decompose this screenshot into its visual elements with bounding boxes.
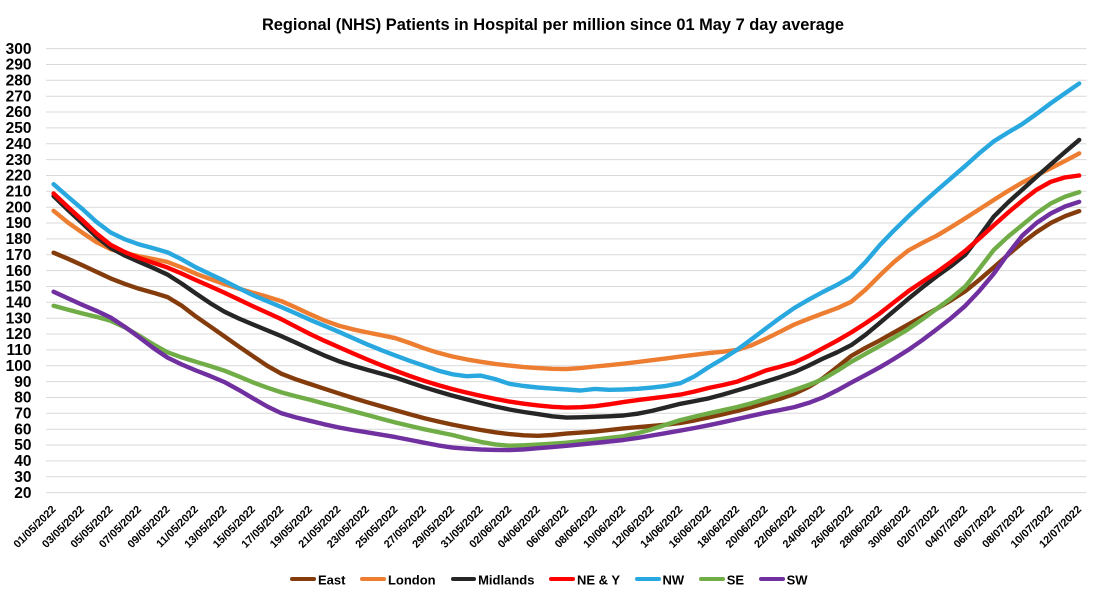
- svg-text:140: 140: [6, 295, 32, 312]
- svg-text:260: 260: [6, 104, 32, 121]
- svg-text:250: 250: [6, 120, 32, 137]
- svg-text:190: 190: [6, 215, 32, 232]
- svg-text:130: 130: [6, 310, 32, 327]
- svg-text:210: 210: [6, 184, 32, 201]
- svg-text:200: 200: [6, 199, 32, 216]
- svg-text:300: 300: [6, 41, 32, 58]
- svg-text:180: 180: [6, 231, 32, 248]
- svg-text:160: 160: [6, 263, 32, 280]
- svg-text:60: 60: [14, 421, 31, 438]
- svg-text:290: 290: [6, 57, 32, 74]
- svg-text:80: 80: [14, 390, 31, 407]
- svg-text:40: 40: [14, 453, 31, 470]
- svg-text:170: 170: [6, 247, 32, 264]
- svg-text:70: 70: [14, 406, 31, 423]
- svg-text:220: 220: [6, 168, 32, 185]
- svg-text:240: 240: [6, 136, 32, 153]
- svg-text:30: 30: [14, 469, 31, 486]
- svg-text:230: 230: [6, 152, 32, 169]
- svg-text:110: 110: [6, 342, 31, 359]
- svg-text:150: 150: [6, 279, 32, 296]
- svg-text:120: 120: [6, 326, 32, 343]
- svg-text:50: 50: [14, 437, 31, 454]
- svg-text:270: 270: [6, 88, 32, 105]
- svg-text:20: 20: [14, 485, 31, 502]
- svg-text:280: 280: [6, 73, 32, 90]
- svg-text:90: 90: [14, 374, 31, 391]
- svg-text:100: 100: [6, 358, 32, 375]
